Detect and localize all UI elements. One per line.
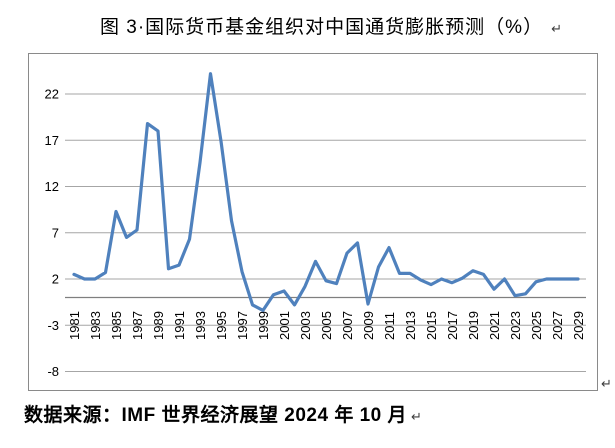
x-tick-label: 1989 (151, 311, 166, 340)
x-tick-label: 1991 (172, 311, 187, 340)
x-tick-label: 1997 (235, 311, 250, 340)
x-tick-label: 2017 (445, 311, 460, 340)
x-tick-label: 2001 (277, 311, 292, 340)
x-tick-label: 1981 (67, 311, 82, 340)
return-mark-icon: ↵ (411, 410, 423, 425)
x-tick-label: 2013 (403, 311, 418, 340)
return-mark-icon: ↵ (601, 377, 612, 392)
x-tick-label: 1987 (130, 311, 145, 340)
x-tick-label: 1999 (256, 311, 271, 340)
y-tick-label: 17 (45, 133, 59, 148)
x-tick-label: 2005 (319, 311, 334, 340)
x-tick-label: 2027 (550, 311, 565, 340)
data-source-text: 数据来源：IMF 世界经济展望 2024 年 10 月 (24, 405, 408, 426)
page-title: 图 3·国际货币基金组织对中国通货膨胀预测（%） ↵ (100, 12, 563, 39)
x-tick-label: 1993 (193, 311, 208, 340)
x-tick-label: 1985 (109, 311, 124, 340)
y-tick-label: 22 (45, 87, 59, 102)
inflation-series-line (72, 72, 580, 312)
x-tick-label: 2007 (340, 311, 355, 340)
chart-frame: 22 17 12 7 2 -3 -8 1981 1983 1985 1987 1989 1991 1993… (28, 53, 598, 391)
y-tick-label: -8 (47, 364, 59, 379)
x-tick-label: 2019 (466, 311, 481, 340)
x-tick-label: 2021 (487, 311, 502, 340)
page-title-text: 图 3·国际货币基金组织对中国通货膨胀预测（%） (100, 17, 544, 38)
x-tick-label: 2009 (361, 311, 376, 340)
x-tick-label: 2015 (424, 311, 439, 340)
y-tick-label: -3 (47, 318, 59, 333)
inflation-line-chart: 22 17 12 7 2 -3 -8 1981 1983 1985 1987 1989 1991 1993… (45, 72, 586, 379)
x-tick-label: 2025 (529, 311, 544, 340)
y-tick-label: 12 (45, 179, 59, 194)
y-tick-label: 2 (52, 272, 59, 287)
y-tick-label: 7 (52, 225, 59, 240)
x-tick-label: 2029 (571, 311, 586, 340)
data-source-caption: 数据来源：IMF 世界经济展望 2024 年 10 月 ↵ (24, 400, 422, 427)
x-tick-label: 1995 (214, 311, 229, 340)
return-mark-icon: ↵ (551, 22, 563, 37)
x-tick-label: 1983 (88, 311, 103, 340)
x-tick-label: 2023 (508, 311, 523, 340)
x-tick-label: 2011 (382, 312, 397, 340)
x-tick-label: 2003 (298, 311, 313, 340)
